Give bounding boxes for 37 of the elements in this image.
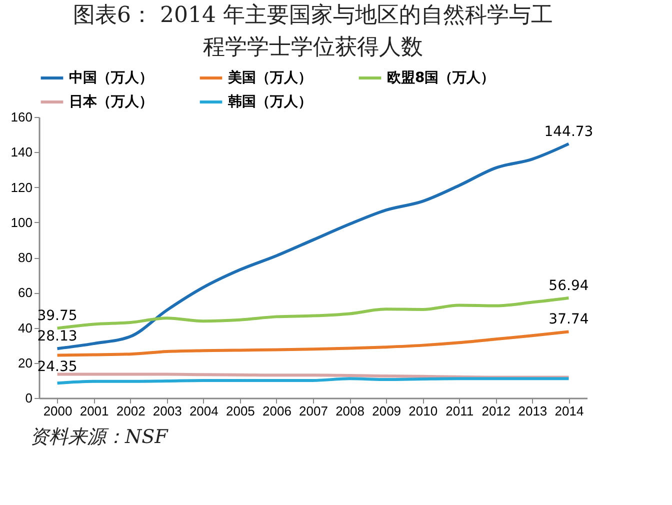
- x-tick-label: 2000: [43, 404, 72, 418]
- x-tick-label: 2010: [408, 404, 438, 418]
- chart-title: 图表6： 2014 年主要国家与地区的自然科学与工程学学士学位获得人数: [73, 3, 553, 60]
- x-tick-label: 2009: [372, 404, 402, 418]
- y-tick-label: 100: [10, 214, 32, 230]
- legend-label: 韩国（万人）: [227, 94, 312, 110]
- x-tick-label: 2013: [518, 404, 548, 418]
- data-label: 37.74: [548, 312, 589, 328]
- y-tick-label: 20: [18, 355, 32, 370]
- y-tick-label: 60: [18, 285, 32, 300]
- y-tick-label: 160: [10, 110, 32, 124]
- legend-label: 美国（万人）: [227, 69, 312, 86]
- y-tick-label: 0: [25, 390, 32, 406]
- data-label: 56.94: [548, 278, 589, 294]
- x-tick-label: 2004: [189, 404, 218, 418]
- y-tick-label: 80: [18, 250, 32, 265]
- data-label: 39.75: [37, 308, 78, 324]
- y-tick-label: 140: [10, 144, 32, 160]
- data-label: 144.73: [544, 124, 594, 140]
- x-tick-label: 2012: [482, 404, 511, 418]
- data-label: 24.35: [37, 359, 78, 376]
- legend-label: 日本（万人）: [69, 94, 153, 110]
- legend-label: 中国（万人）: [69, 70, 153, 86]
- x-tick-label: 2007: [299, 404, 328, 418]
- x-tick-label: 2005: [226, 404, 255, 418]
- x-tick-label: 2001: [80, 404, 109, 418]
- text: 资料来源：NSF: [30, 425, 170, 450]
- y-tick-label: 40: [18, 320, 32, 336]
- legend-label: 欧盟8国（万人）: [387, 70, 495, 86]
- x-tick-label: 2011: [446, 404, 474, 418]
- data-label: 28.13: [37, 328, 78, 345]
- x-tick-label: 2014: [554, 404, 584, 418]
- x-tick-label: 2006: [262, 404, 292, 418]
- x-tick-label: 2008: [336, 404, 364, 418]
- x-tick-label: 2003: [152, 404, 182, 418]
- x-tick-label: 2002: [116, 404, 146, 418]
- y-tick-label: 120: [10, 180, 32, 195]
